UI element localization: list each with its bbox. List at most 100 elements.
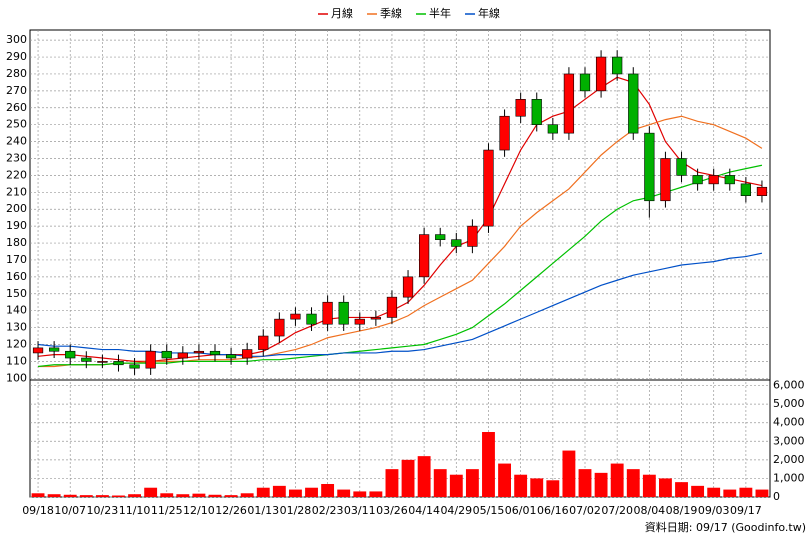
candle-body <box>563 73 575 134</box>
y2-tick-label: 3,000 <box>773 434 805 447</box>
volume-bar <box>594 472 608 497</box>
volume-bar <box>401 459 415 497</box>
volume-bar <box>63 494 77 497</box>
candle-body <box>644 132 655 202</box>
volume-bar <box>659 478 672 497</box>
y-tick-label: 110 <box>6 354 27 367</box>
x-tick-label: 07/02 <box>569 504 601 517</box>
x-tick-label: 01/13 <box>247 504 279 517</box>
volume-bar <box>272 485 286 497</box>
volume-bar <box>79 495 93 497</box>
x-tick-label: 11/25 <box>151 504 183 517</box>
legend-label: 季線 <box>380 6 402 20</box>
candle-body <box>354 318 365 325</box>
y-tick-label: 120 <box>6 337 27 350</box>
volume-bar <box>256 487 270 497</box>
volume-bar <box>675 482 688 497</box>
y-tick-label: 210 <box>6 185 27 198</box>
volume-bar <box>449 474 463 497</box>
volume-bar <box>369 491 383 497</box>
legend-label: 年線 <box>478 6 500 20</box>
y-tick-label: 300 <box>6 33 27 46</box>
candle-body <box>467 225 478 247</box>
volume-bar <box>514 474 528 497</box>
ma-line <box>37 164 763 368</box>
candle-body <box>515 99 526 117</box>
x-tick-label: 06/16 <box>537 504 569 517</box>
y2-tick-label: 1,000 <box>773 471 805 484</box>
x-tick-label: 09/18 <box>22 504 54 517</box>
candle-body <box>708 175 719 185</box>
x-tick-label: 03/26 <box>376 504 408 517</box>
x-tick-label: 10/23 <box>87 504 119 517</box>
candle-body <box>274 318 285 337</box>
ma-line <box>38 115 763 368</box>
volume-bar <box>321 484 335 497</box>
y2-tick-label: 4,000 <box>773 416 805 429</box>
x-tick-label: 06/01 <box>505 504 537 517</box>
y-tick-label: 180 <box>6 236 27 249</box>
y-tick-label: 100 <box>6 371 27 384</box>
x-tick-label: 08/04 <box>633 504 665 517</box>
y-tick-label: 220 <box>6 168 27 181</box>
volume-bar <box>498 463 511 497</box>
candle-body <box>499 115 510 151</box>
candle-body <box>547 124 558 134</box>
candle-body <box>177 352 188 359</box>
x-tick-label: 07/20 <box>601 504 633 517</box>
candle-body <box>692 175 703 185</box>
y-tick-label: 280 <box>6 67 27 80</box>
candle-body <box>65 350 76 359</box>
volume-bar <box>691 485 705 497</box>
y-tick-label: 270 <box>6 84 27 97</box>
candle-body <box>322 301 333 325</box>
volume-bar <box>208 494 222 497</box>
volume-bar <box>530 478 544 497</box>
volume-bar <box>47 494 61 497</box>
plot-frame <box>29 29 771 498</box>
candle-body <box>628 73 639 134</box>
volume-bar <box>353 491 367 497</box>
candle-body <box>435 234 446 240</box>
x-tick-label: 09/17 <box>730 504 762 517</box>
volume-bar <box>433 469 447 497</box>
volume-bar <box>755 489 769 497</box>
candle-body <box>193 350 205 354</box>
y-tick-label: 150 <box>6 287 27 300</box>
y-tick-label: 260 <box>6 101 27 114</box>
legend-label: 半年 <box>429 6 451 20</box>
volume-bar <box>128 494 141 497</box>
candle-body <box>370 317 381 320</box>
candle-body <box>113 361 124 366</box>
y-tick-label: 250 <box>6 118 27 131</box>
candle-body <box>290 313 301 320</box>
candle-body <box>242 349 253 359</box>
x-tick-label: 04/29 <box>440 504 472 517</box>
volume-bar <box>176 494 190 497</box>
y-tick-label: 190 <box>6 219 27 232</box>
y-tick-label: 240 <box>6 135 27 148</box>
y2-tick-label: 6,000 <box>773 379 805 392</box>
volume-bar <box>417 456 431 497</box>
volume-bar <box>112 495 125 497</box>
footer: 資料日期: 09/17 (Goodinfo.tw) <box>645 520 806 534</box>
candle-body <box>209 350 221 355</box>
volume-bar <box>739 487 753 497</box>
x-tick-label: 11/10 <box>119 504 151 517</box>
x-tick-label: 12/10 <box>183 504 215 517</box>
volume-bar <box>562 450 576 497</box>
volume-bar <box>482 432 495 497</box>
candle-body <box>225 354 237 359</box>
candle-body <box>81 357 92 362</box>
candle-body <box>258 335 269 350</box>
x-tick-label: 05/15 <box>473 504 505 517</box>
volume-bar <box>224 495 238 497</box>
volume-bar <box>578 469 592 497</box>
legend-label: 月線 <box>331 6 353 20</box>
volume-bar <box>160 493 174 497</box>
candle-body <box>579 73 591 92</box>
ma-line <box>37 76 763 363</box>
candle-body <box>419 234 430 278</box>
volume-bar <box>144 487 158 497</box>
